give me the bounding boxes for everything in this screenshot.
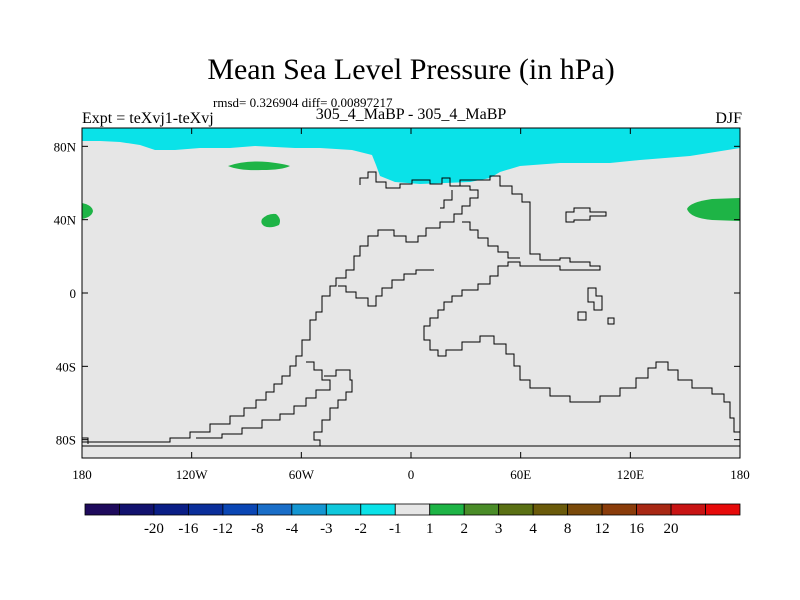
colorbar-label: 4 <box>529 521 537 537</box>
colorbar-swatch <box>601 503 637 516</box>
chart-subtitle: 305_4_MaBP - 305_4_MaBP <box>315 106 507 123</box>
chart-title: Mean Sea Level Pressure (in hPa) <box>207 53 615 86</box>
positive-anomaly-region <box>261 213 280 228</box>
colorbar-swatch <box>291 503 327 516</box>
positive-anomaly-region <box>82 203 93 219</box>
colorbar-swatch <box>567 503 603 516</box>
colorbar-label: 16 <box>629 521 645 537</box>
colorbar-swatch <box>325 503 362 516</box>
colorbar-swatch <box>670 503 706 516</box>
y-tick-label: 40S <box>56 359 76 374</box>
colorbar-label: 1 <box>426 521 434 537</box>
y-axis: 80N 40N 0 40S 80S <box>54 139 740 448</box>
colorbar-label: 8 <box>564 521 572 537</box>
x-tick-label: 120W <box>176 467 209 482</box>
colorbar-label: -8 <box>251 521 264 537</box>
colorbar-swatch <box>636 503 672 516</box>
colorbar-label: 20 <box>664 521 679 537</box>
y-tick-label: 40N <box>54 213 77 228</box>
positive-anomaly-region <box>228 161 290 171</box>
colorbar-label: -1 <box>389 521 402 537</box>
y-tick-label: 0 <box>70 286 77 301</box>
x-tick-label: 180 <box>730 467 750 482</box>
colorbar-swatch <box>498 503 534 516</box>
x-axis: 180 120W 60W 0 60E 120E 180 <box>72 128 750 482</box>
x-tick-label: 0 <box>408 467 415 482</box>
season-label: DJF <box>715 110 742 127</box>
colorbar-swatch <box>256 503 293 516</box>
x-tick-label: 60E <box>510 467 531 482</box>
colorbar-label: 12 <box>595 521 610 537</box>
colorbar-swatch <box>463 503 500 516</box>
colorbar-label: -4 <box>286 521 299 537</box>
colorbar: -20 -16 -12 -8 -4 -3 -2 -1 1 2 3 4 8 12 16 20 <box>84 503 741 537</box>
x-tick-label: 180 <box>72 467 92 482</box>
arctic-anomaly-region <box>82 128 740 184</box>
colorbar-swatch <box>532 503 569 516</box>
colorbar-swatch <box>84 503 120 516</box>
y-tick-label: 80S <box>56 433 76 448</box>
colorbar-swatch <box>222 503 258 516</box>
colorbar-label: -16 <box>178 521 198 537</box>
colorbar-swatch <box>153 503 189 516</box>
colorbar-label: 3 <box>495 521 503 537</box>
positive-anomaly-region <box>687 198 740 221</box>
colorbar-swatch <box>188 503 224 516</box>
colorbar-swatch <box>429 503 465 516</box>
colorbar-label: -12 <box>213 521 233 537</box>
colorbar-swatch <box>119 503 155 516</box>
colorbar-swatch <box>394 503 431 516</box>
stats-label: rmsd= 0.326904 diff= 0.00897217 <box>213 95 393 110</box>
x-tick-label: 60W <box>289 467 315 482</box>
colorbar-swatch <box>705 503 741 516</box>
colorbar-label: -3 <box>320 521 333 537</box>
coastlines <box>82 171 740 447</box>
experiment-label: Expt = teXvj1-teXvj <box>82 110 214 127</box>
x-tick-label: 120E <box>617 467 645 482</box>
y-tick-label: 80N <box>54 139 77 154</box>
colorbar-label: -2 <box>355 521 368 537</box>
colorbar-label: 2 <box>460 521 468 537</box>
colorbar-swatch <box>360 503 396 516</box>
colorbar-label: -20 <box>144 521 164 537</box>
